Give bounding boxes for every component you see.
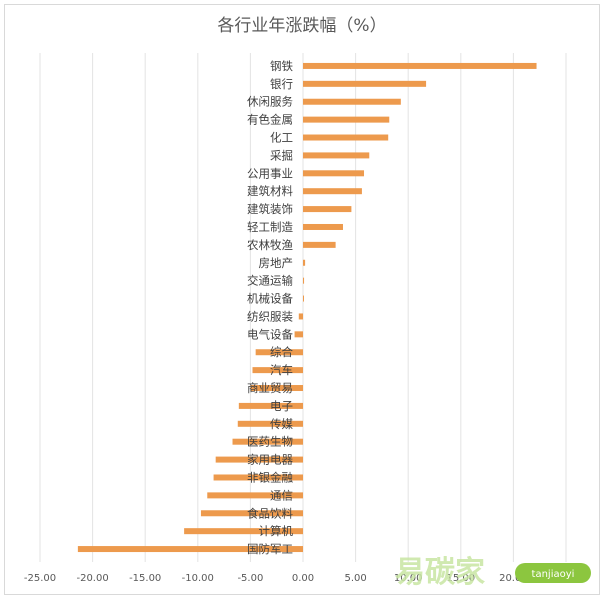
category-label: 钢铁	[270, 59, 293, 73]
category-label: 综合	[270, 345, 293, 359]
category-label: 非银金融	[247, 470, 293, 484]
category-label: 采掘	[270, 148, 293, 162]
bar	[303, 134, 389, 141]
bar	[303, 277, 305, 284]
x-tick-label: -20.00	[76, 573, 108, 584]
bar	[303, 98, 401, 105]
category-labels: 钢铁银行休闲服务有色金属化工采掘公用事业建筑材料建筑装饰轻工制造农林牧渔房地产交…	[247, 59, 293, 556]
x-tick-label: 20.00	[499, 573, 528, 584]
category-label: 有色金属	[247, 113, 293, 127]
bar	[77, 546, 303, 553]
bar	[237, 420, 303, 427]
bar	[255, 349, 303, 356]
category-label: 轻工制造	[247, 220, 293, 234]
category-label: 农林牧渔	[247, 238, 293, 252]
x-tick-label: 5.00	[344, 573, 366, 584]
bar	[294, 331, 303, 338]
watermark-logo: 易碳家 tanjiaoyi	[395, 555, 591, 590]
bar	[232, 438, 303, 445]
category-label: 家用电器	[247, 453, 293, 467]
bar	[303, 152, 370, 159]
category-label: 国防军工	[247, 542, 293, 556]
bar	[303, 188, 362, 195]
bar	[303, 80, 427, 87]
category-label: 纺织服装	[247, 309, 293, 323]
bar-series	[77, 62, 537, 553]
category-label: 计算机	[259, 524, 294, 538]
x-tick-label: -25.00	[24, 573, 56, 584]
chart-title: 各行业年涨跌幅（%）	[217, 16, 386, 36]
bar	[303, 62, 537, 69]
bar	[303, 116, 390, 123]
bar	[250, 385, 303, 392]
x-tick-label: 15.00	[446, 573, 475, 584]
watermark-badge-text: tanjiaoyi	[532, 569, 575, 580]
bar	[238, 402, 303, 409]
category-label: 公用事业	[247, 166, 293, 180]
category-label: 化工	[270, 131, 293, 145]
category-label: 房地产	[259, 256, 294, 270]
bar	[200, 510, 303, 517]
category-label: 建筑装饰	[247, 202, 293, 216]
category-label: 建筑材料	[247, 184, 293, 198]
bar	[303, 259, 306, 266]
category-label: 传媒	[270, 417, 293, 431]
bar	[252, 367, 303, 374]
watermark-text: 易碳家	[395, 555, 485, 590]
category-label: 汽车	[270, 363, 293, 377]
bar	[303, 295, 304, 302]
x-tick-label: -15.00	[129, 573, 161, 584]
bar	[298, 313, 303, 320]
chart-frame	[4, 4, 600, 595]
category-label: 医药生物	[247, 435, 293, 449]
category-label: 电子	[270, 399, 293, 413]
bar	[184, 528, 303, 535]
category-label: 银行	[270, 77, 293, 91]
x-tick-label: -10.00	[182, 573, 214, 584]
category-label: 电气设备	[247, 327, 293, 341]
x-tick-label: 0.00	[292, 573, 314, 584]
bar	[215, 456, 303, 463]
bar	[303, 206, 352, 213]
bar	[303, 241, 336, 248]
x-tick-label: -5.00	[237, 573, 263, 584]
category-label: 机械设备	[247, 292, 293, 306]
bar	[207, 492, 303, 499]
category-label: 食品饮料	[247, 506, 293, 520]
category-label: 交通运输	[247, 274, 293, 288]
bar	[303, 223, 343, 230]
category-label: 休闲服务	[247, 95, 293, 109]
category-label: 商业贸易	[247, 381, 293, 395]
watermark-badge	[515, 563, 591, 583]
bar	[213, 474, 303, 481]
category-label: 通信	[270, 488, 293, 502]
bar	[303, 170, 365, 177]
grid-lines	[39, 53, 567, 562]
x-tick-label: 10.00	[394, 573, 423, 584]
